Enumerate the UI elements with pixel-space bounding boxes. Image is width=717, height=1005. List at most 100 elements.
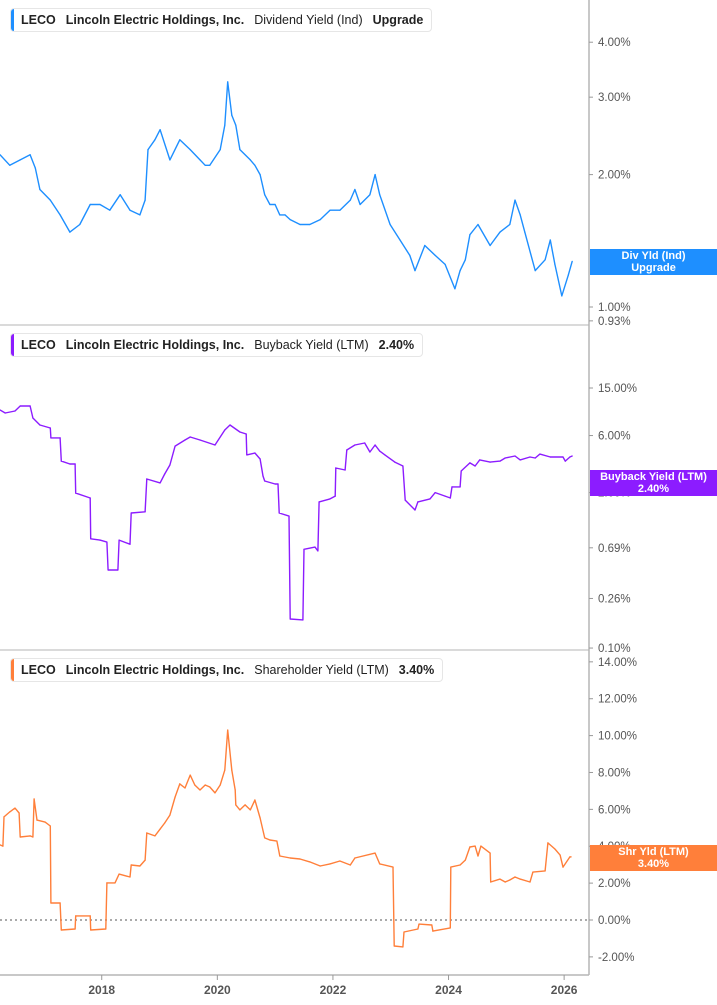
data-point (0, 154, 1, 156)
panel-3-end-label: Shr Yld (LTM) 3.40% (590, 845, 717, 871)
data-point (89, 497, 91, 499)
y-tick-label: 0.00% (598, 915, 631, 927)
data-point (334, 495, 336, 497)
data-point (144, 199, 146, 201)
data-point (130, 512, 132, 514)
data-point (39, 188, 41, 191)
end-label-value: 3.40% (637, 858, 670, 870)
end-label-name: Shr Yld (LTM) (618, 846, 689, 858)
ticker: LECO (21, 338, 56, 352)
data-point (374, 444, 376, 446)
data-point (549, 239, 551, 241)
data-point (289, 618, 291, 620)
data-point (227, 729, 229, 731)
data-point (59, 902, 61, 904)
data-point (329, 498, 331, 500)
data-point (36, 819, 38, 821)
series-line-panel-3 (0, 729, 572, 948)
data-point (418, 923, 420, 925)
data-point (547, 842, 549, 844)
data-point (276, 840, 278, 842)
data-point (49, 825, 51, 827)
company-name: Lincoln Electric Holdings, Inc. (65, 663, 245, 677)
data-point (278, 512, 280, 514)
data-point (264, 480, 266, 482)
data-point (227, 81, 229, 83)
data-point (19, 159, 21, 161)
data-point (459, 486, 461, 488)
data-point (239, 809, 241, 811)
data-point (229, 424, 231, 426)
data-point (474, 845, 476, 847)
data-point (204, 164, 206, 166)
data-point (129, 876, 131, 878)
data-point (139, 865, 141, 867)
data-point (109, 209, 111, 211)
data-point (0, 409, 1, 411)
data-point (459, 270, 461, 272)
data-point (384, 454, 386, 456)
panel-2-end-label: Buyback Yield (LTM) 2.40% (590, 470, 717, 496)
data-point (239, 149, 241, 151)
data-point (524, 231, 526, 233)
data-point (432, 930, 434, 932)
series-layer (0, 81, 573, 948)
data-point (105, 928, 107, 930)
end-label-name: Buyback Yield (LTM) (600, 471, 707, 483)
upgrade-link[interactable]: Upgrade (372, 13, 424, 27)
data-point (404, 499, 406, 501)
data-point (393, 945, 395, 947)
series-color-marker (11, 334, 14, 356)
data-point (489, 461, 491, 463)
data-point (74, 928, 76, 930)
ticker: LECO (21, 13, 56, 27)
data-point (147, 149, 149, 151)
data-point (29, 835, 31, 837)
data-point (379, 194, 381, 196)
data-point (69, 463, 71, 465)
end-label-value: 2.40% (637, 483, 670, 495)
data-point (319, 219, 321, 221)
data-point (394, 461, 396, 463)
data-point (464, 859, 466, 861)
data-point (509, 879, 511, 881)
data-point (219, 149, 221, 151)
data-point (454, 288, 456, 290)
data-point (90, 538, 92, 540)
data-point (214, 792, 216, 794)
data-point (49, 427, 51, 429)
y-tick-label: 8.00% (598, 767, 631, 779)
data-point (189, 149, 191, 151)
data-point (169, 159, 171, 161)
data-point (231, 769, 233, 771)
data-point (489, 852, 491, 854)
data-point (130, 864, 132, 866)
data-point (289, 857, 291, 859)
data-point (519, 459, 521, 461)
y-tick-label: -2.00% (598, 952, 634, 964)
panel-1-end-label: Div Yld (Ind) Upgrade (590, 249, 717, 275)
data-point (164, 473, 166, 475)
data-point (519, 878, 521, 880)
data-point (189, 774, 191, 776)
data-point (477, 223, 479, 226)
data-point (129, 209, 131, 211)
data-point (539, 453, 541, 455)
data-point (354, 188, 356, 191)
data-point (489, 244, 491, 247)
data-point (74, 463, 76, 465)
data-point (399, 239, 401, 241)
data-point (32, 836, 34, 838)
data-point (369, 194, 371, 196)
data-point (562, 456, 564, 458)
data-point (277, 483, 279, 485)
data-point (199, 789, 201, 791)
data-point (119, 194, 121, 196)
data-point (75, 915, 77, 917)
company-name: Lincoln Electric Holdings, Inc. (65, 338, 245, 352)
data-point (164, 822, 166, 824)
data-point (33, 798, 35, 800)
data-point (106, 882, 108, 884)
data-point (194, 784, 196, 786)
data-point (571, 260, 573, 262)
